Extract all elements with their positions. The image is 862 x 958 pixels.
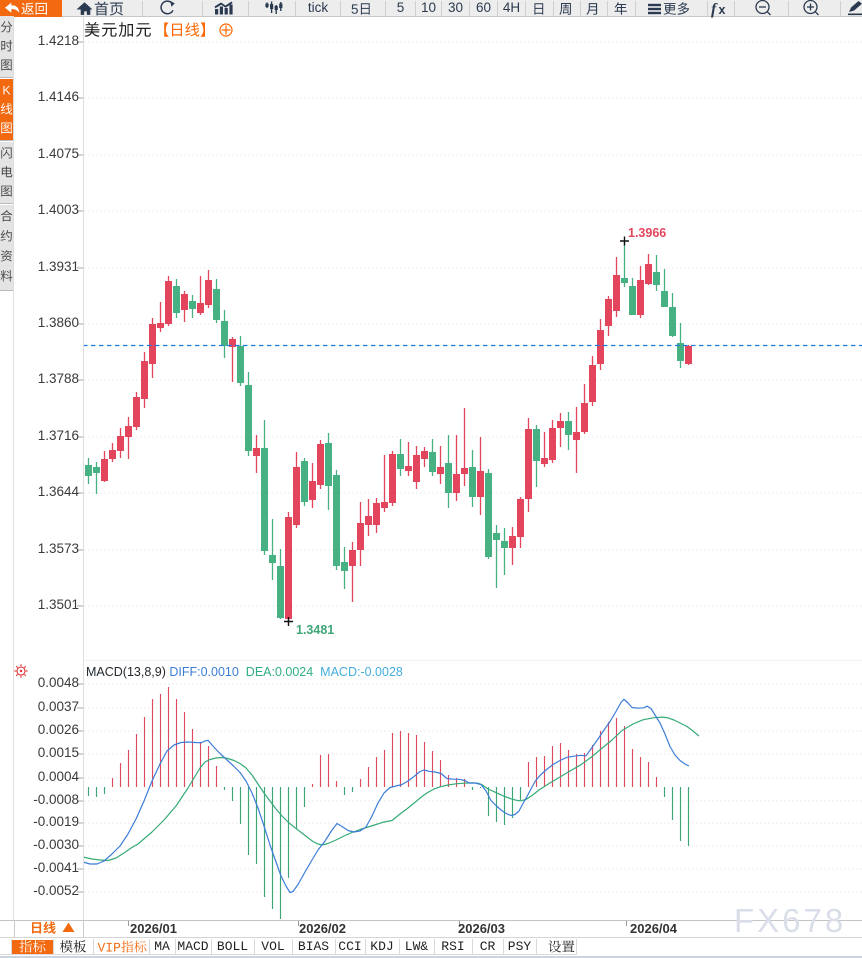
svg-text:f: f	[711, 1, 718, 18]
svg-text:x: x	[719, 3, 726, 17]
